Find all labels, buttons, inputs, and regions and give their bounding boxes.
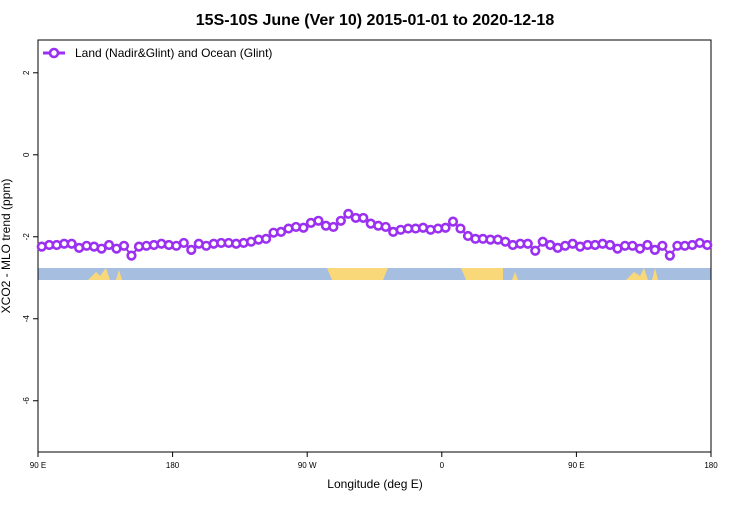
y-tick-label: -2 — [22, 233, 31, 241]
data-point — [358, 212, 369, 224]
chart-title: 15S-10S June (Ver 10) 2015-01-01 to 2020… — [196, 12, 555, 29]
data-point — [66, 238, 77, 249]
data-point — [328, 221, 339, 233]
data-point — [335, 215, 346, 226]
data-point — [642, 239, 653, 251]
x-tick-label: 0 — [440, 461, 445, 470]
land-ocean-strip — [38, 268, 711, 280]
data-point — [634, 243, 646, 254]
data-point — [118, 240, 130, 251]
data-point — [313, 215, 324, 226]
land-strip — [88, 268, 110, 280]
data-point — [186, 244, 197, 255]
y-tick-label: 2 — [22, 70, 31, 75]
x-tick-label: 180 — [166, 461, 180, 470]
land-strip — [461, 268, 503, 280]
data-point — [96, 243, 107, 254]
data-point — [657, 240, 668, 251]
land-strip — [626, 268, 648, 280]
y-tick-label: 0 — [22, 152, 31, 157]
data-point — [380, 221, 391, 233]
legend-marker — [48, 47, 60, 59]
x-tick-label: 90 E — [30, 461, 46, 470]
data-point — [522, 238, 533, 249]
y-axis-label: XCO2 - MLO trend (ppm) — [0, 179, 13, 314]
data-point — [298, 222, 309, 233]
y-tick-label: -6 — [22, 397, 31, 405]
data-point — [604, 239, 616, 251]
land-strip — [512, 272, 518, 280]
data-point — [530, 245, 541, 256]
data-point — [260, 233, 272, 244]
x-axis-label: Longitude (deg E) — [327, 477, 422, 491]
x-tick-label: 180 — [704, 461, 718, 470]
x-tick-label: 90 W — [298, 461, 317, 470]
data-point — [664, 250, 675, 261]
data-point — [178, 237, 189, 249]
land-strip — [652, 268, 658, 280]
y-tick-label: -4 — [22, 315, 31, 323]
data-point — [702, 239, 713, 251]
data-point — [103, 239, 115, 251]
legend-label: Land (Nadir&Glint) and Ocean (Glint) — [75, 46, 272, 60]
data-point — [649, 244, 661, 255]
data-point — [126, 250, 137, 261]
land-strip — [327, 268, 388, 280]
data-point — [440, 222, 451, 233]
data-point — [455, 223, 466, 234]
x-tick-label: 90 E — [568, 461, 584, 470]
land-strip — [116, 270, 122, 280]
data-point — [447, 216, 459, 227]
data-point — [343, 208, 354, 219]
